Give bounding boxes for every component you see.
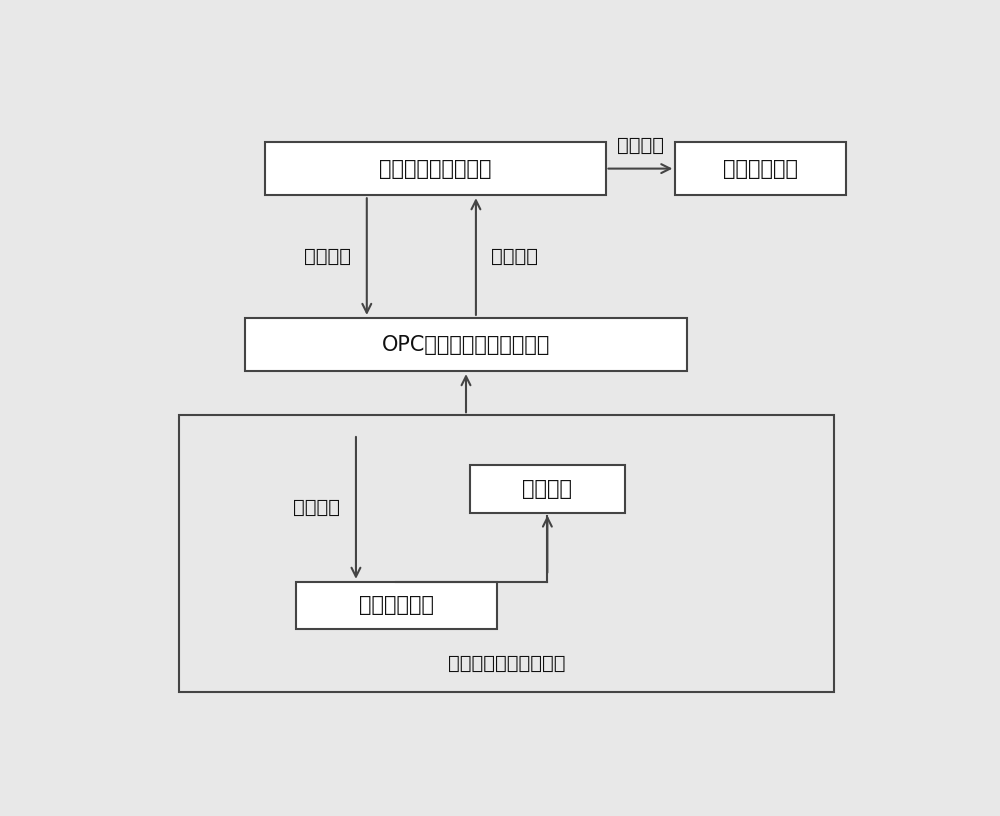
Text: 中断指令: 中断指令 [617, 135, 664, 155]
Text: 采集信号: 采集信号 [293, 499, 340, 517]
Text: 减速模块: 减速模块 [522, 479, 572, 499]
Text: 中断指令: 中断指令 [491, 247, 538, 266]
Bar [264, 142, 606, 195]
Text: 电磁制动二级控制系统: 电磁制动二级控制系统 [448, 654, 565, 673]
Text: 连铸可编程控制系统: 连铸可编程控制系统 [379, 158, 491, 179]
Text: 电磁制动装置: 电磁制动装置 [723, 158, 798, 179]
Bar [470, 465, 625, 512]
Bar [675, 142, 846, 195]
Text: 采集信号: 采集信号 [304, 247, 351, 266]
Bar [179, 415, 834, 692]
Text: OPC过程控制系统和客户端: OPC过程控制系统和客户端 [382, 335, 550, 354]
Bar [245, 318, 687, 371]
Bar [296, 582, 497, 629]
Text: 磁场中断模块: 磁场中断模块 [359, 596, 434, 615]
